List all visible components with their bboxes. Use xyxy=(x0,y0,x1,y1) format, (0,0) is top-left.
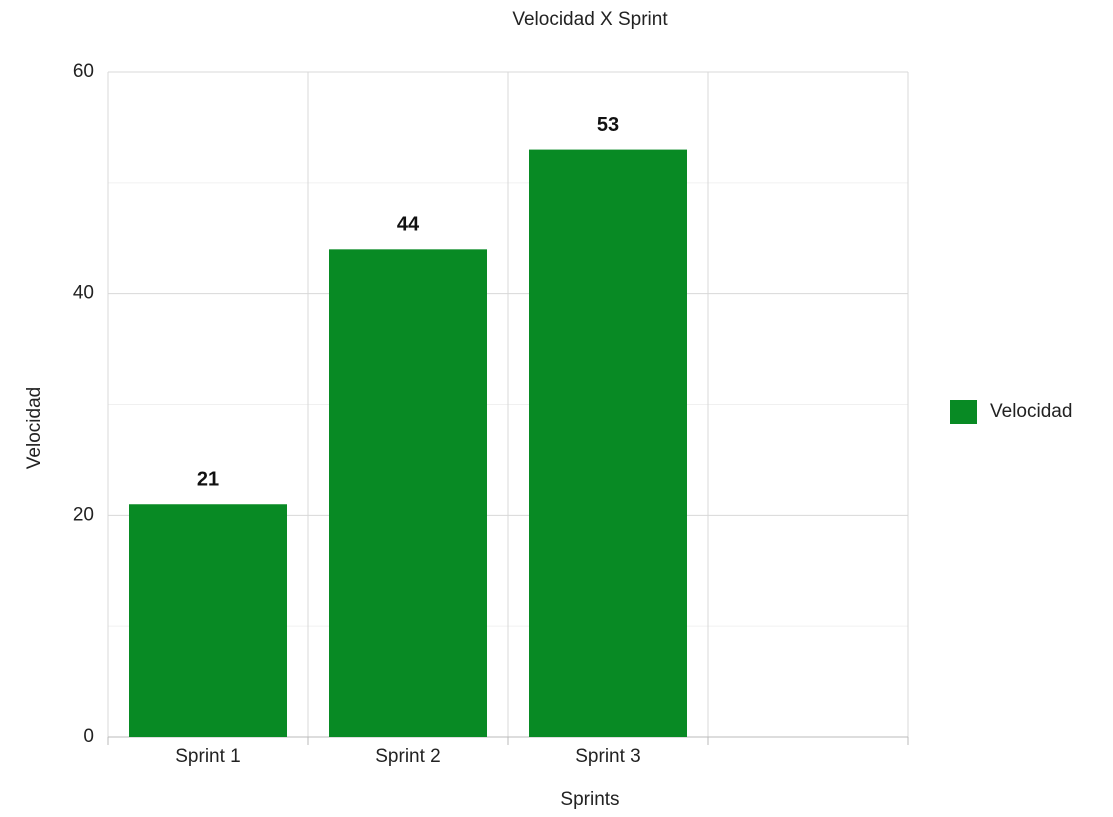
y-tick-label: 40 xyxy=(73,283,94,304)
x-axis-label: Sprints xyxy=(560,789,619,810)
value-label: 21 xyxy=(197,469,219,491)
value-label: 44 xyxy=(397,214,420,236)
chart-title: Velocidad X Sprint xyxy=(512,9,668,30)
bar xyxy=(129,504,287,737)
legend-label: Velocidad xyxy=(990,401,1072,422)
legend-swatch xyxy=(950,400,977,424)
x-tick-label: Sprint 1 xyxy=(175,746,240,767)
bar xyxy=(529,149,687,738)
y-axis-label: Velocidad xyxy=(24,387,45,469)
x-tick-label: Sprint 2 xyxy=(375,746,440,767)
y-tick-label: 0 xyxy=(83,726,94,747)
x-tick-label: Sprint 3 xyxy=(575,746,640,767)
y-tick-label: 20 xyxy=(73,504,94,525)
y-tick-label: 60 xyxy=(73,61,94,82)
value-label: 53 xyxy=(597,114,619,136)
bar xyxy=(329,249,487,738)
